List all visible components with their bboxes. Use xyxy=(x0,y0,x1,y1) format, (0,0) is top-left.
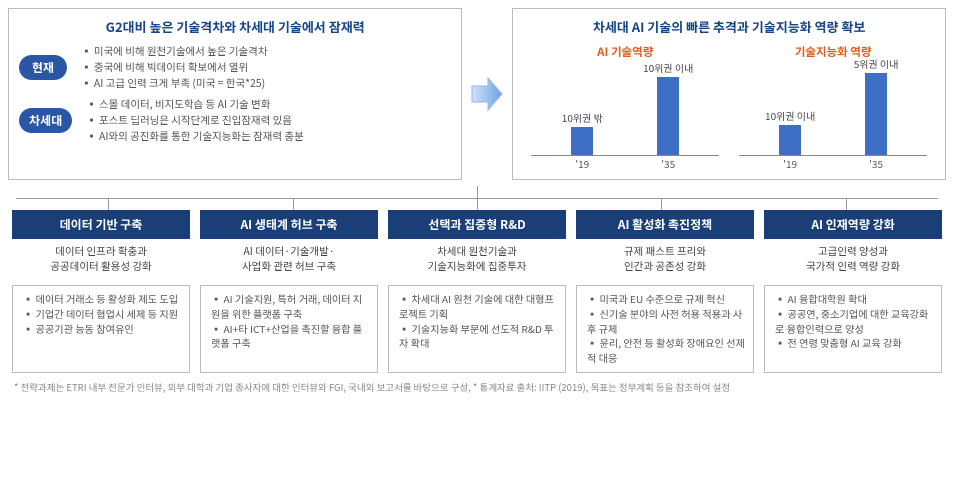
x-label: '35 xyxy=(869,156,883,171)
chart2-title: 기술지능화 역량 xyxy=(739,44,927,60)
bar-group: 5위권 이내 xyxy=(856,56,896,155)
list-item: AI와의 공진화를 통한 기술지능화는 잠재력 충분 xyxy=(86,129,304,145)
list-item: 기술지능화 부문에 선도적 R&D 투자 확대 xyxy=(399,322,559,352)
list-item: AI+타 ICT+산업을 촉진할 융합 플랫폼 구축 xyxy=(211,322,371,352)
bar-label: 10위권 이내 xyxy=(765,108,815,123)
strategy-column: AI 활성화 촉진정책규제 패스트 프리와인간과 공존성 강화미국과 EU 수준… xyxy=(576,210,754,373)
list-item: 데이터 거래소 등 활성화 제도 도입 xyxy=(23,292,183,307)
bar-group: 10위권 이내 xyxy=(770,108,810,155)
column-head: AI 인재역량 강화 xyxy=(764,210,942,239)
pill-current: 현재 xyxy=(19,55,67,80)
column-head: AI 활성화 촉진정책 xyxy=(576,210,754,239)
bar-group: 10위권 밖 xyxy=(562,110,602,155)
list-item: AI 고급 인력 크게 부족 (미국 = 한국*25) xyxy=(81,76,268,92)
right-panel-title: 차세대 AI 기술의 빠른 추격과 기술지능화 역량 확보 xyxy=(523,17,935,36)
x-label: '35 xyxy=(661,156,675,171)
list-item: 기업간 데이터 협업시 세제 등 지원 xyxy=(23,307,183,322)
bar-group: 10위권 이내 xyxy=(648,60,688,155)
strategy-column: 데이터 기반 구축데이터 인프라 확충과공공데이터 활용성 강화데이터 거래소 … xyxy=(12,210,190,373)
list-item: 신기술 분야의 사전 허용 적용과 사후 규제 xyxy=(587,307,747,337)
column-subtitle: AI 데이터·기술개발·사업화 관련 허브 구축 xyxy=(200,245,378,279)
bar-label: 10위권 밖 xyxy=(562,110,603,125)
column-head: AI 생태계 허브 구축 xyxy=(200,210,378,239)
chart-intelligence-capability: 기술지능화 역량 10위권 이내 5위권 이내 '19 '35 xyxy=(739,44,927,171)
bar-label: 10위권 이내 xyxy=(643,60,693,75)
list-item: 미국에 비해 원천기술에서 높은 기술격차 xyxy=(81,44,268,60)
strategy-column: 선택과 집중형 R&D 차세대 원천기술과기술지능화에 집중투자차세대 AI 원천… xyxy=(388,210,566,373)
list-item: 스몰 데이터, 비지도학습 등 AI 기술 변화 xyxy=(86,97,304,113)
column-box: 데이터 거래소 등 활성화 제도 도입기업간 데이터 협업시 세제 등 지원공공… xyxy=(12,285,190,373)
column-subtitle: 고급인력 양성과국가적 인력 역량 강화 xyxy=(764,245,942,279)
column-subtitle: 데이터 인프라 확충과공공데이터 활용성 강화 xyxy=(12,245,190,279)
bar xyxy=(865,73,887,155)
list-item: 미국과 EU 수준으로 규제 혁신 xyxy=(587,292,747,307)
list-item: 전 연령 맞춤형 AI 교육 강화 xyxy=(775,336,935,351)
bar xyxy=(571,127,593,155)
current-list: 미국에 비해 원천기술에서 높은 기술격차중국에 비해 빅데이터 확보에서 열위… xyxy=(77,44,268,91)
connector xyxy=(16,186,938,210)
column-box: 미국과 EU 수준으로 규제 혁신신기술 분야의 사전 허용 적용과 사후 규제… xyxy=(576,285,754,373)
bar xyxy=(779,125,801,155)
bar-label: 5위권 이내 xyxy=(854,56,899,71)
bar xyxy=(657,77,679,155)
list-item: AI 융합대학원 확대 xyxy=(775,292,935,307)
column-head: 선택과 집중형 R&D xyxy=(388,210,566,239)
list-item: 윤리, 안전 등 활성화 장애요인 선제적 대응 xyxy=(587,336,747,366)
column-subtitle: 규제 패스트 프리와인간과 공존성 강화 xyxy=(576,245,754,279)
column-head: 데이터 기반 구축 xyxy=(12,210,190,239)
column-box: AI 기술지원, 특허 거래, 데이터 지원을 위한 플랫폼 구축AI+타 IC… xyxy=(200,285,378,373)
row-current: 현재 미국에 비해 원천기술에서 높은 기술격차중국에 비해 빅데이터 확보에서… xyxy=(19,44,451,91)
left-panel: G2대비 높은 기술격차와 차세대 기술에서 잠재력 현재 미국에 비해 원천기… xyxy=(8,8,462,180)
column-subtitle: 차세대 원천기술과기술지능화에 집중투자 xyxy=(388,245,566,279)
column-box: AI 융합대학원 확대공공연, 중소기업에 대한 교육강화로 융합인력으로 양성… xyxy=(764,285,942,373)
list-item: 차세대 AI 원천 기술에 대한 대형프로젝트 기획 xyxy=(399,292,559,322)
chart-ai-capability: AI 기술역량 10위권 밖 10위권 이내 '19 '35 xyxy=(531,44,719,171)
footnote: * 전략과제는 ETRI 내부 전문가 인터뷰, 외부 대학과 기업 종사자에 … xyxy=(14,381,940,394)
strategy-column: AI 생태계 허브 구축 AI 데이터·기술개발·사업화 관련 허브 구축 AI 기… xyxy=(200,210,378,373)
list-item: 공공연, 중소기업에 대한 교육강화로 융합인력으로 양성 xyxy=(775,307,935,337)
list-item: 포스트 딥러닝은 시작단계로 진입잠재력 있음 xyxy=(86,113,304,129)
strategy-column: AI 인재역량 강화고급인력 양성과국가적 인력 역량 강화 AI 융합대학원 확… xyxy=(764,210,942,373)
x-label: '19 xyxy=(783,156,797,171)
arrow-icon xyxy=(470,8,504,180)
column-box: 차세대 AI 원천 기술에 대한 대형프로젝트 기획기술지능화 부문에 선도적 … xyxy=(388,285,566,373)
list-item: AI 기술지원, 특허 거래, 데이터 지원을 위한 플랫폼 구축 xyxy=(211,292,371,322)
list-item: 공공기관 능동 참여유인 xyxy=(23,322,183,337)
x-label: '19 xyxy=(575,156,589,171)
left-panel-title: G2대비 높은 기술격차와 차세대 기술에서 잠재력 xyxy=(19,17,451,36)
list-item: 중국에 비해 빅데이터 확보에서 열위 xyxy=(81,60,268,76)
nextgen-list: 스몰 데이터, 비지도학습 등 AI 기술 변화포스트 딥러닝은 시작단계로 진… xyxy=(82,97,304,144)
right-panel: 차세대 AI 기술의 빠른 추격과 기술지능화 역량 확보 AI 기술역량 10… xyxy=(512,8,946,180)
chart1-title: AI 기술역량 xyxy=(531,44,719,60)
pill-nextgen: 차세대 xyxy=(19,108,72,133)
row-nextgen: 차세대 스몰 데이터, 비지도학습 등 AI 기술 변화포스트 딥러닝은 시작단… xyxy=(19,97,451,144)
